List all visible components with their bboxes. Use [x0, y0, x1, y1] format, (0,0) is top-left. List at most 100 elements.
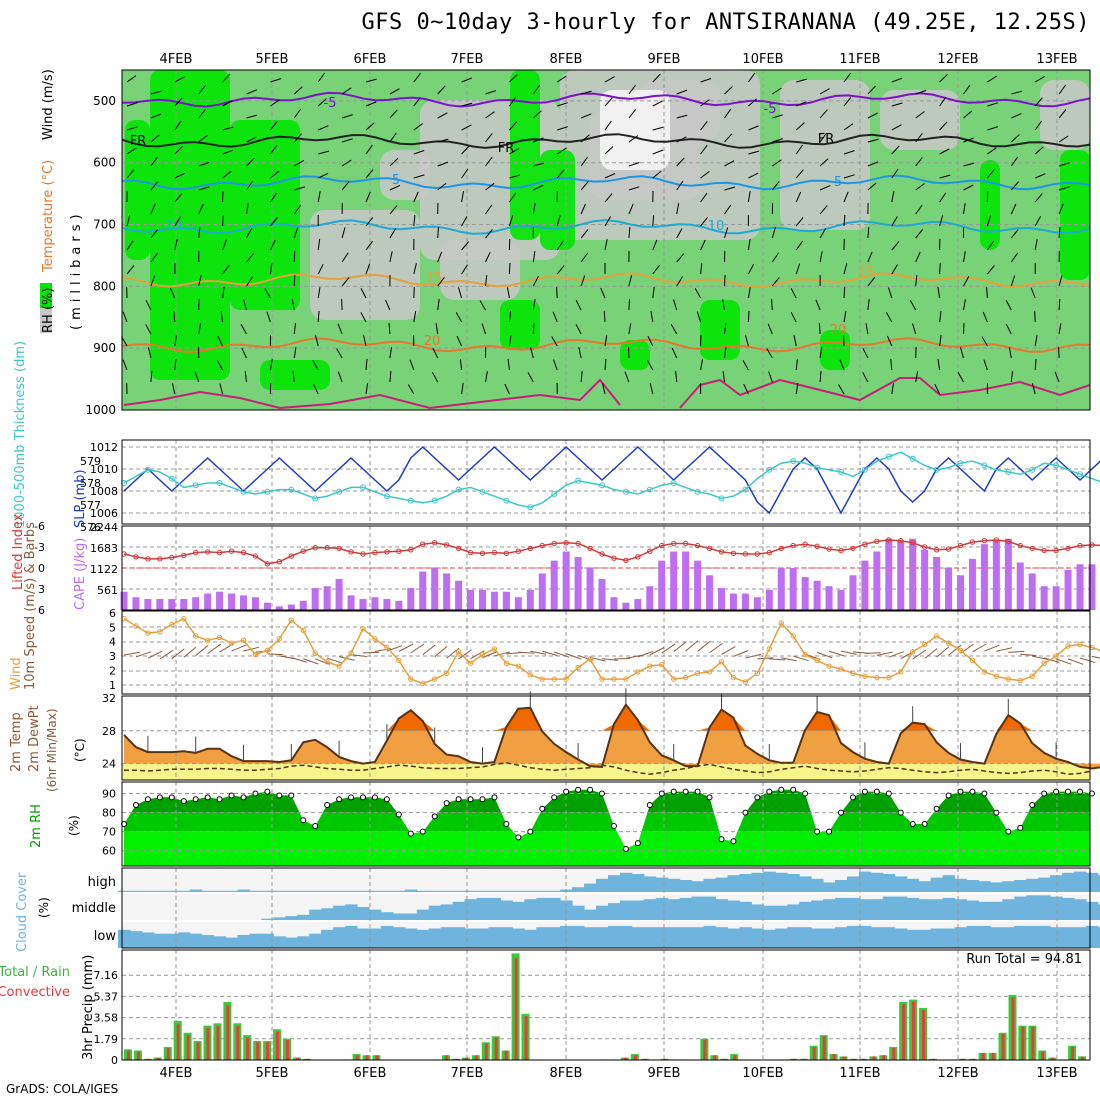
wind-barb	[222, 239, 227, 251]
wind-speed-marker	[348, 650, 354, 656]
wind-barb	[1010, 156, 1019, 167]
wind-barb-10m	[745, 653, 762, 659]
wind-barb	[694, 288, 702, 299]
lifted-index-marker	[659, 542, 665, 549]
wind-barb	[532, 322, 535, 335]
x-tick-label-top: 12FEB	[937, 52, 978, 67]
lifted-index-tick-label: 0	[38, 562, 45, 575]
wind-barb	[407, 384, 415, 395]
wind-barb	[891, 102, 903, 107]
wind-barb	[766, 348, 773, 359]
rh-moist-region-8	[820, 330, 850, 370]
wind-barb	[150, 113, 162, 119]
cloud-bar-low	[261, 933, 274, 948]
isotherm-25-east	[679, 377, 1091, 409]
wind-barb	[578, 347, 582, 359]
thickness-marker	[790, 458, 797, 464]
rh-marker	[1088, 790, 1095, 797]
wind-barb	[317, 98, 327, 107]
wind-barb-10m	[159, 649, 174, 660]
wind-barb	[461, 264, 468, 275]
wind-barb	[795, 122, 805, 131]
cloud-bar-middle	[978, 901, 991, 920]
cape-bar	[610, 597, 618, 610]
cloud-bar-middle	[333, 905, 346, 920]
wind-speed-marker	[539, 676, 545, 682]
wind-barb-10m	[231, 644, 247, 652]
cloud-bar-low	[775, 928, 788, 948]
rh-moist-region-9	[260, 360, 330, 390]
precip-convective-bar	[1021, 1026, 1025, 1060]
rh-marker	[539, 805, 546, 812]
precip-convective-bar	[156, 1057, 160, 1060]
wind-speed-marker	[252, 651, 259, 658]
lifted-index-marker	[145, 556, 151, 562]
precip-convective-bar	[733, 1055, 737, 1060]
wind-barb-10m	[1067, 658, 1084, 665]
rh-marker	[706, 794, 713, 801]
wind-barb	[747, 72, 756, 83]
wind-barb	[509, 148, 520, 155]
wind-barb	[485, 275, 488, 287]
wind-barb	[604, 146, 614, 155]
precip-convective-bar	[882, 1055, 886, 1060]
rh-marker	[1017, 824, 1024, 831]
cape-bar	[538, 573, 546, 610]
lifted-index-tick-label: -3	[34, 541, 45, 554]
wind-barb	[174, 239, 178, 251]
cape-bar	[443, 573, 451, 610]
precip-convective-bar	[1031, 1026, 1035, 1060]
wind-barb	[461, 241, 470, 251]
cloud-bar-low	[512, 928, 525, 948]
wind-barb	[647, 360, 654, 371]
cloud-bar-low	[596, 927, 609, 948]
wind-barb	[198, 323, 202, 335]
wind-barb	[867, 112, 878, 119]
thickness-marker	[814, 464, 821, 471]
lifted-index-marker	[455, 545, 462, 552]
wind-barb	[748, 172, 759, 179]
cape-bar	[395, 600, 403, 610]
precip-convective-bar	[643, 1058, 647, 1060]
rh-marker	[252, 790, 259, 797]
wind-barb	[724, 86, 733, 95]
cloud-bar-middle	[811, 900, 824, 920]
y-axis-label-rh: RH (%)	[41, 288, 56, 333]
wind-barb	[604, 173, 616, 179]
wind-barb-10m	[996, 647, 1013, 652]
wind-barb	[317, 72, 326, 83]
precip-convective-bar	[633, 1055, 637, 1060]
precip-legend-convective: Convective	[0, 985, 70, 1000]
wind-barb	[413, 191, 419, 203]
wind-barb	[604, 358, 607, 371]
wind-barb	[819, 158, 829, 167]
wind-barb	[198, 108, 206, 119]
wind-speed-marker	[1029, 673, 1035, 679]
wind-barb-10m	[326, 657, 343, 664]
wind-barb	[246, 157, 255, 167]
rh-marker	[551, 794, 558, 801]
lifted-index-marker	[336, 545, 342, 552]
wind-barb	[981, 336, 988, 347]
cloud-bar-high	[715, 877, 728, 892]
cape-bar	[741, 593, 749, 610]
cape-bar	[490, 591, 498, 610]
contour-label: 15	[858, 265, 875, 280]
wind-barb	[748, 98, 758, 107]
wind-barb	[174, 97, 183, 107]
cloud-bar-low	[189, 933, 203, 948]
precip-tick-label: 3.58	[94, 1012, 119, 1025]
precip-convective-bar	[792, 1058, 796, 1060]
wind-barb	[580, 134, 590, 143]
cloud-bar-middle	[596, 905, 609, 920]
rh-marker	[300, 817, 307, 824]
rh-moist-region-3	[510, 70, 540, 240]
wind-barb	[867, 251, 873, 263]
wind-barb	[461, 191, 464, 203]
lifted-index-marker	[754, 551, 761, 557]
thickness-marker	[742, 486, 749, 493]
wind-barb	[317, 239, 321, 251]
wind-barb-10m	[482, 651, 498, 659]
wind-barb	[1058, 84, 1067, 95]
cloud-bar-middle	[488, 897, 501, 920]
